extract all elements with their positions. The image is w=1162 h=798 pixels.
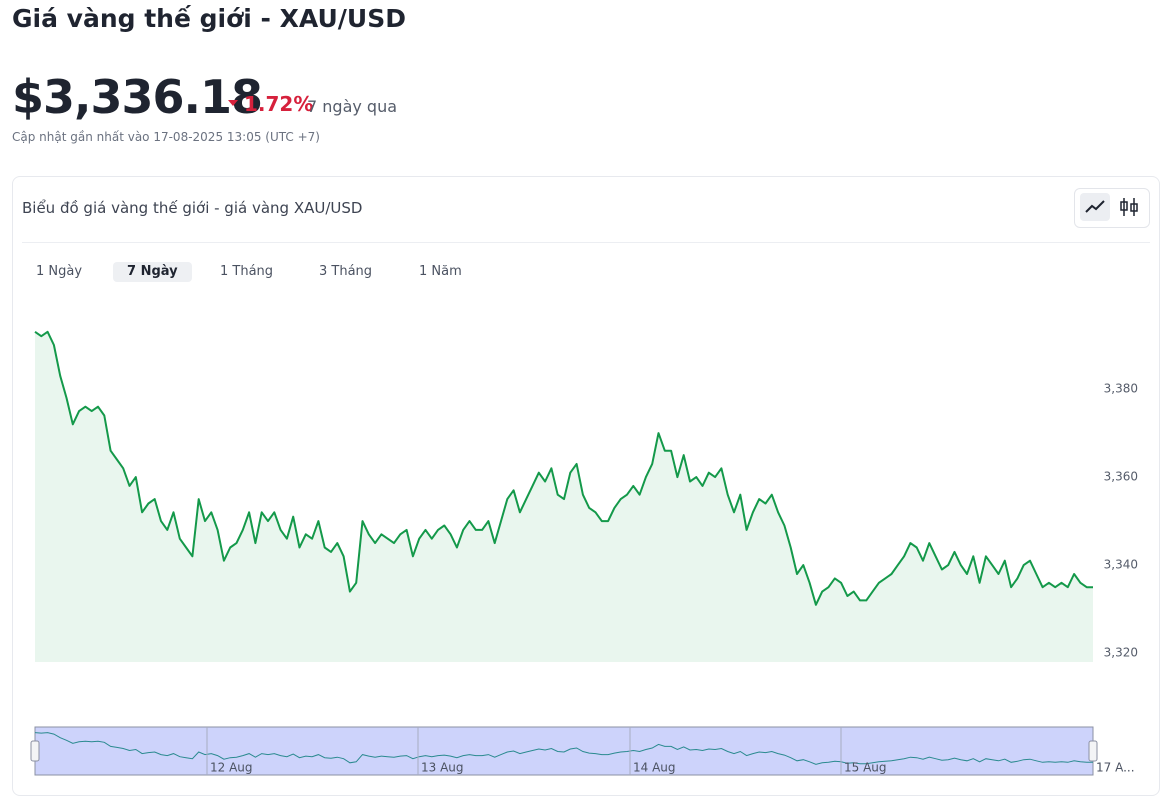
navigator-handle[interactable] (30, 740, 40, 762)
separator (22, 242, 1150, 243)
range-tab[interactable]: 7 Ngày (113, 262, 192, 282)
navigator (34, 726, 1094, 776)
price: $3,336.18 (12, 70, 263, 124)
navigator-label: 17 A... (1096, 761, 1135, 775)
updated: Cập nhật gần nhất vào 17-08-2025 13:05 (… (12, 130, 320, 144)
y-tick-label: 3,360 (1104, 470, 1138, 484)
navigator-label: 14 Aug (633, 761, 676, 775)
line-button[interactable] (1080, 193, 1110, 221)
chart-title: Biểu đồ giá vàng thế giới - giá vàng XAU… (22, 199, 363, 217)
navigator-handle[interactable] (1088, 740, 1098, 762)
area (35, 331, 1093, 662)
range-tab[interactable]: 1 Năm (419, 264, 462, 279)
navigator-label: 15 Aug (844, 761, 887, 775)
period: 7 ngày qua (307, 97, 398, 116)
navigator-line (34, 732, 1093, 765)
y-tick-label: 3,320 (1104, 646, 1138, 660)
range-tab[interactable]: 1 Tháng (220, 264, 274, 279)
range-tab[interactable]: 1 Ngày (36, 264, 83, 279)
chart-card (12, 176, 1160, 796)
navigator-label: 13 Aug (421, 761, 464, 775)
y-tick-label: 3,340 (1104, 558, 1138, 572)
y-tick-label: 3,380 (1104, 382, 1138, 396)
range-tab[interactable]: 3 Tháng (319, 264, 373, 279)
line (34, 330, 1093, 606)
page-title: Giá vàng thế giới - XAU/USD (12, 4, 406, 33)
navigator-label: 12 Aug (210, 761, 253, 775)
chart-type-buttons (1074, 188, 1150, 228)
change: 1.72% (244, 92, 314, 116)
down-arrow (228, 100, 238, 106)
candle-button[interactable] (1116, 193, 1142, 221)
